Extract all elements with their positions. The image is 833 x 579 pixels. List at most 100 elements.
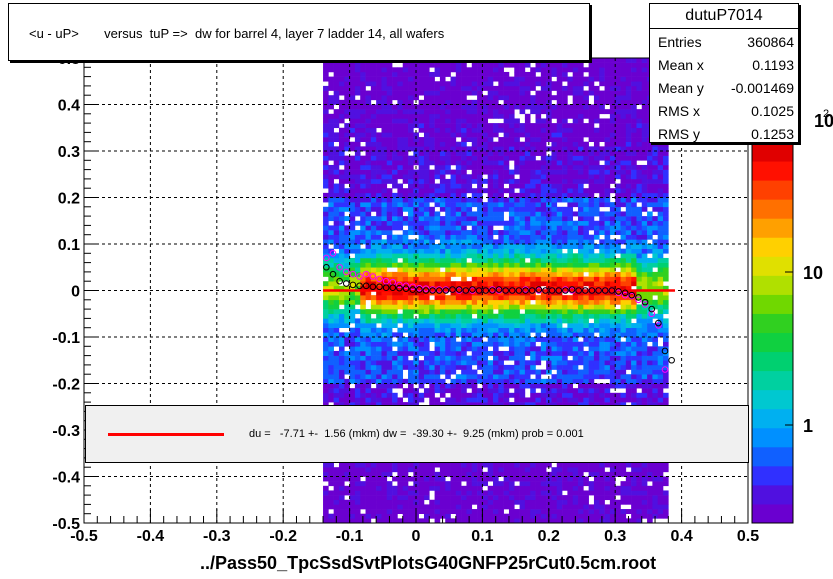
y-tick-label: 0.3 bbox=[58, 144, 80, 161]
palette-swatch bbox=[752, 465, 793, 486]
x-tick-label: 0 bbox=[412, 528, 421, 545]
profile-point-black bbox=[528, 287, 536, 294]
palette-swatch bbox=[752, 142, 793, 162]
palette-swatch bbox=[752, 256, 793, 276]
profile-point-black bbox=[641, 298, 649, 306]
palette-swatch bbox=[752, 351, 793, 372]
profile-point-black bbox=[469, 286, 476, 293]
palette-swatch bbox=[752, 275, 793, 295]
stats-row-mean-x: Mean x 0.1193 bbox=[658, 54, 794, 76]
profile-point-black bbox=[635, 294, 642, 301]
palette-swatch bbox=[752, 389, 793, 410]
profile-point-black bbox=[668, 356, 675, 364]
profile-point-magenta bbox=[402, 282, 410, 290]
profile-point-magenta bbox=[396, 281, 403, 289]
profile-point-magenta bbox=[349, 270, 357, 278]
profile-point-magenta bbox=[382, 277, 390, 285]
y-tick-label: 0.2 bbox=[58, 191, 80, 208]
profile-point-black bbox=[369, 283, 377, 291]
profile-point-black bbox=[416, 286, 423, 293]
profile-point-magenta bbox=[336, 263, 343, 271]
profile-point-black bbox=[442, 287, 450, 294]
profile-point-magenta bbox=[323, 254, 330, 262]
fit-legend: du = -7.71 +- 1.56 (mkm) dw = -39.30 +- … bbox=[85, 405, 749, 463]
title-box: <u - uP> versus tuP => dw for barrel 4, … bbox=[8, 3, 590, 61]
stats-value: 0.1253 bbox=[751, 126, 794, 142]
palette-label: 10 bbox=[803, 263, 823, 283]
palette-swatch bbox=[752, 161, 793, 181]
stats-value: -0.001469 bbox=[730, 80, 794, 96]
palette-swatch bbox=[752, 294, 793, 314]
y-tick-label: -0.5 bbox=[52, 516, 80, 533]
palette-swatch bbox=[752, 446, 793, 467]
x-tick-label: 0.2 bbox=[538, 528, 560, 545]
profile-point-black bbox=[575, 287, 582, 294]
profile-markers bbox=[323, 250, 675, 373]
x-tick-label: 0.5 bbox=[737, 528, 759, 545]
palette-swatch bbox=[752, 180, 793, 200]
palette-swatch bbox=[752, 370, 793, 391]
profile-point-black bbox=[588, 287, 596, 294]
y-tick-label: -0.3 bbox=[52, 423, 80, 440]
grid-lines bbox=[83, 58, 749, 524]
profile-point-black bbox=[342, 280, 350, 287]
x-tick-label: -0.2 bbox=[269, 528, 297, 545]
stats-label: Mean y bbox=[658, 80, 704, 96]
profile-point-black bbox=[502, 287, 509, 294]
profile-point-black bbox=[615, 288, 622, 295]
y-tick-label: -0.4 bbox=[52, 470, 80, 487]
profile-point-black bbox=[362, 282, 370, 290]
profile-point-black bbox=[562, 287, 569, 294]
x-tick-label: -0.3 bbox=[203, 528, 231, 545]
profile-point-black bbox=[323, 263, 330, 271]
profile-point-black bbox=[568, 286, 576, 293]
profile-point-black bbox=[515, 287, 523, 294]
x-tick-label: -0.5 bbox=[70, 528, 98, 545]
profile-point-black bbox=[548, 287, 556, 294]
profile-point-magenta bbox=[648, 310, 656, 318]
profile-point-black bbox=[628, 291, 636, 299]
profile-point-black bbox=[601, 287, 609, 294]
x-tick-label: -0.1 bbox=[336, 528, 364, 545]
profile-point-black bbox=[329, 270, 337, 278]
x-tick-label: 0.3 bbox=[604, 528, 626, 545]
y-tick-label: -0.1 bbox=[52, 330, 80, 347]
palette-swatch bbox=[752, 503, 793, 524]
profile-point-black bbox=[349, 281, 357, 289]
palette-swatch bbox=[752, 313, 793, 333]
profile-point-magenta bbox=[655, 322, 662, 329]
palette-swatch bbox=[752, 332, 793, 353]
profile-point-black bbox=[376, 283, 383, 291]
stats-row-rms-x: RMS x 0.1025 bbox=[658, 100, 794, 122]
profile-point-black bbox=[389, 284, 397, 292]
palette-label-exponent: 2 bbox=[823, 108, 829, 120]
profile-point-black bbox=[336, 277, 343, 285]
stats-row-entries: Entries 360864 bbox=[658, 31, 794, 53]
plot-title: <u - uP> versus tuP => dw for barrel 4, … bbox=[29, 26, 445, 41]
profile-point-magenta bbox=[342, 268, 350, 276]
stats-label: RMS x bbox=[658, 103, 700, 119]
profile-point-black bbox=[661, 347, 669, 355]
stats-value: 360864 bbox=[747, 34, 794, 50]
profile-point-black bbox=[495, 286, 503, 293]
profile-point-magenta bbox=[635, 296, 642, 304]
profile-point-black bbox=[429, 287, 436, 294]
legend-text: du = -7.71 +- 1.56 (mkm) dw = -39.30 +- … bbox=[249, 428, 584, 440]
profile-point-black bbox=[508, 287, 516, 294]
y-tick-label: 0.4 bbox=[58, 98, 80, 115]
palette-label: 1 bbox=[803, 416, 813, 436]
profile-point-black bbox=[655, 319, 662, 327]
profile-point-magenta bbox=[409, 283, 416, 291]
stats-row-rms-y: RMS y 0.1253 bbox=[658, 123, 794, 145]
profile-point-black bbox=[582, 287, 589, 294]
x-axis-title: ../Pass50_TpcSsdSvtPlotsG40GNFP25rCut0.5… bbox=[200, 553, 657, 573]
profile-point-black bbox=[595, 287, 602, 294]
profile-point-black bbox=[555, 287, 563, 294]
palette-swatch bbox=[752, 484, 793, 505]
profile-point-magenta bbox=[641, 301, 649, 308]
profile-point-black bbox=[435, 287, 443, 294]
x-tick-label: -0.4 bbox=[137, 528, 165, 545]
palette-swatch bbox=[752, 218, 793, 238]
stats-label: Mean x bbox=[658, 57, 704, 73]
